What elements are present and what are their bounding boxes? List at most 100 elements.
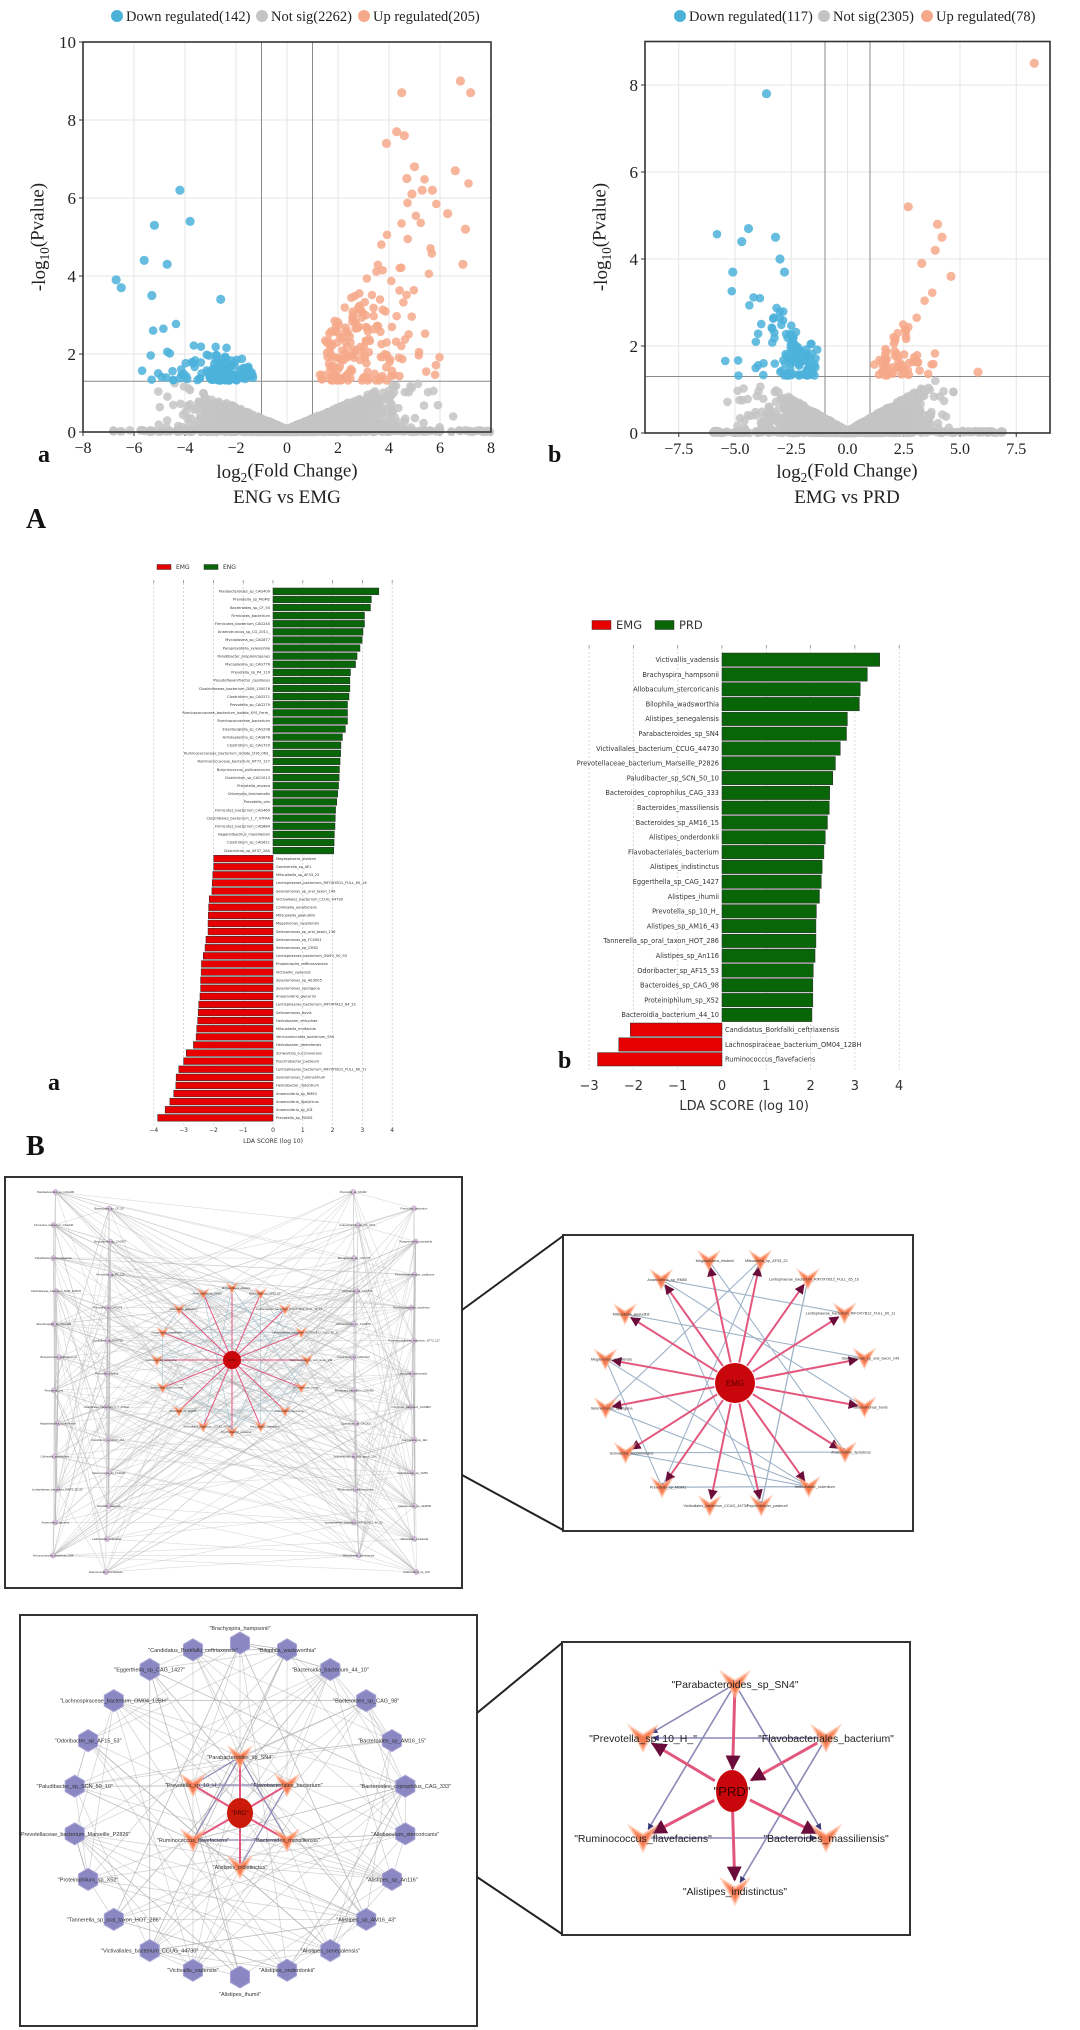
not_sig-point bbox=[245, 411, 254, 420]
down-point bbox=[146, 351, 156, 360]
not_sig-point bbox=[926, 419, 935, 429]
up-point bbox=[364, 335, 374, 344]
not_sig-point bbox=[432, 426, 442, 435]
not_sig-point bbox=[409, 426, 419, 436]
not_sig-point bbox=[349, 416, 359, 426]
y-tick-label: 10 bbox=[59, 33, 76, 52]
not_sig-point bbox=[176, 399, 185, 409]
y-tick-label: 2 bbox=[68, 345, 77, 364]
not_sig-point bbox=[944, 423, 954, 433]
up-point bbox=[424, 269, 434, 279]
not_sig-point bbox=[319, 421, 328, 430]
up-point bbox=[421, 367, 431, 376]
not_sig-point bbox=[385, 399, 394, 408]
up-point bbox=[466, 88, 476, 98]
legend-marker bbox=[256, 10, 268, 22]
down-point bbox=[175, 185, 185, 195]
not_sig-point bbox=[758, 394, 768, 404]
up-point bbox=[431, 360, 441, 370]
not_sig-point bbox=[433, 400, 443, 410]
panel-label-A-a: a bbox=[38, 442, 50, 468]
not_sig-point bbox=[413, 379, 423, 389]
not_sig-point bbox=[208, 409, 218, 419]
x-tick-label: 5.0 bbox=[950, 441, 970, 458]
not_sig-point bbox=[809, 415, 818, 425]
x-tick-label: −2 bbox=[227, 440, 244, 457]
up-point bbox=[375, 376, 384, 385]
legend-marker bbox=[111, 10, 123, 22]
panel-label-B: B bbox=[26, 1131, 45, 1162]
not_sig-point bbox=[235, 410, 244, 419]
x-tick-label: 2.5 bbox=[894, 441, 914, 458]
up-point bbox=[387, 322, 397, 332]
up-point bbox=[350, 291, 360, 301]
up-point bbox=[409, 285, 419, 295]
not_sig-point bbox=[259, 418, 268, 428]
not_sig-point bbox=[721, 427, 731, 437]
down-point bbox=[116, 283, 126, 293]
up-point bbox=[399, 131, 409, 141]
up-point bbox=[382, 230, 392, 240]
not_sig-point bbox=[410, 413, 420, 423]
not_sig-point bbox=[423, 387, 433, 397]
up-point bbox=[377, 339, 386, 349]
not_sig-point bbox=[168, 400, 178, 410]
not_sig-point bbox=[307, 419, 317, 428]
up-point bbox=[330, 316, 339, 326]
down-point bbox=[111, 275, 121, 285]
not_sig-point bbox=[735, 413, 745, 423]
legend: Down regulated(142) Not sig(2262) Up regul… bbox=[111, 9, 480, 25]
not_sig-point bbox=[232, 420, 241, 430]
up-point bbox=[460, 224, 471, 234]
not_sig-point bbox=[926, 409, 935, 419]
down-point bbox=[222, 343, 231, 353]
not_sig-point bbox=[201, 408, 211, 418]
not_sig-point bbox=[915, 422, 924, 431]
up-point bbox=[411, 211, 421, 221]
down-point bbox=[168, 366, 177, 376]
not_sig-point bbox=[163, 392, 172, 401]
not_sig-point bbox=[448, 412, 458, 421]
not_sig-point bbox=[338, 404, 348, 414]
up-point bbox=[430, 370, 440, 380]
up-point bbox=[464, 179, 473, 188]
x-axis-label: log2(Fold Change) bbox=[216, 460, 357, 485]
not_sig-point bbox=[964, 426, 973, 436]
not_sig-point bbox=[764, 419, 774, 428]
not_sig-point bbox=[903, 392, 912, 401]
not_sig-point bbox=[185, 399, 195, 409]
down-point bbox=[171, 319, 181, 329]
not_sig-point bbox=[903, 427, 913, 436]
down-point bbox=[244, 362, 253, 372]
up-point bbox=[328, 372, 337, 382]
not_sig-point bbox=[244, 421, 254, 430]
not_sig-point bbox=[370, 391, 380, 400]
not_sig-point bbox=[390, 426, 400, 436]
comparison-label: ENG vs EMG bbox=[233, 487, 341, 508]
down-point bbox=[149, 220, 159, 230]
up-point bbox=[350, 317, 360, 327]
up-point bbox=[338, 346, 347, 355]
up-point bbox=[417, 185, 427, 195]
not_sig-point bbox=[754, 386, 763, 396]
y-tick-label: 0 bbox=[68, 423, 77, 442]
down-point bbox=[196, 342, 206, 351]
down-point bbox=[162, 259, 172, 269]
up-point bbox=[397, 88, 407, 98]
not_sig-point bbox=[155, 402, 165, 412]
up-point bbox=[427, 185, 437, 195]
up-point bbox=[400, 335, 410, 344]
up-point bbox=[377, 240, 386, 249]
down-point bbox=[210, 366, 219, 375]
legend-label: Not sig(2262) bbox=[271, 9, 352, 25]
up-point bbox=[409, 162, 420, 172]
up-point bbox=[363, 327, 373, 336]
x-tick-label: 2 bbox=[334, 440, 342, 457]
not_sig-point bbox=[757, 427, 766, 437]
not_sig-point bbox=[988, 427, 998, 437]
up-point bbox=[407, 189, 417, 199]
y-tick-label: 4 bbox=[68, 267, 77, 286]
not_sig-point bbox=[941, 412, 951, 421]
up-point bbox=[403, 198, 412, 208]
